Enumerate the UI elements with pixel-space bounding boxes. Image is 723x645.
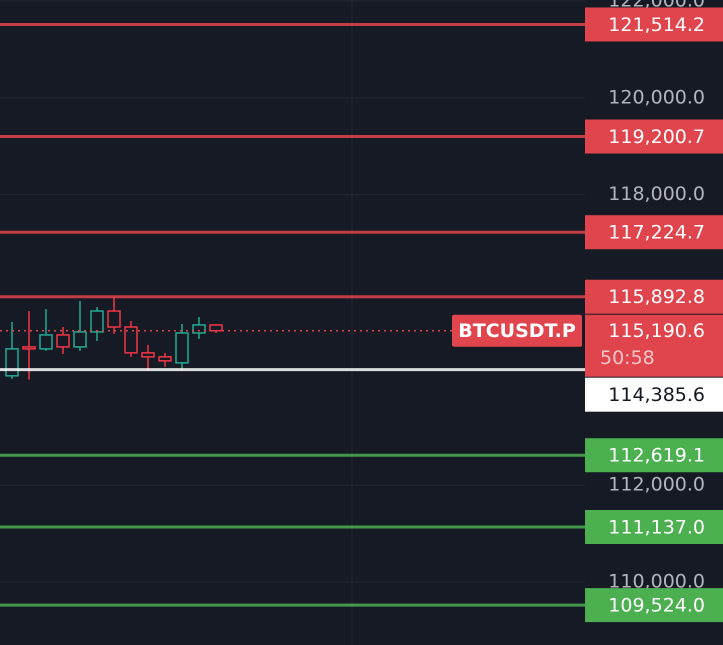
- y-tick-label: 120,000.0: [608, 86, 705, 108]
- candle-body: [39, 334, 53, 350]
- candle-body: [141, 352, 155, 358]
- candle-body: [192, 324, 206, 334]
- candle-body: [107, 310, 121, 328]
- candle-body: [90, 310, 104, 333]
- candle-body: [158, 356, 172, 362]
- level-label-box: [585, 7, 723, 42]
- level-label: 114,385.6: [608, 384, 705, 406]
- candle-body: [22, 346, 36, 350]
- price-box: [585, 314, 723, 377]
- candle-body: [5, 348, 19, 377]
- level-label: 121,514.2: [608, 14, 705, 36]
- level-label: 119,200.7: [608, 126, 705, 148]
- level-label-box: [585, 509, 723, 544]
- y-tick-label: 122,000.0: [608, 0, 705, 11]
- candle-body: [209, 324, 223, 332]
- level-label-box: [585, 119, 723, 154]
- level-label: 115,892.8: [608, 286, 705, 308]
- symbol-box: [452, 314, 582, 347]
- countdown-label: 50:58: [600, 347, 655, 369]
- candle-body: [73, 331, 87, 348]
- y-tick-label: 112,000.0: [608, 474, 705, 496]
- level-label-box: [585, 279, 723, 314]
- level-label-box: [585, 377, 723, 412]
- level-label: 111,137.0: [608, 516, 705, 538]
- y-tick-label: 110,000.0: [608, 571, 705, 593]
- symbol-label: BTCUSDT.P: [458, 320, 576, 342]
- level-label: 117,224.7: [608, 222, 705, 244]
- level-label: 112,619.1: [608, 445, 705, 467]
- level-label-box: [585, 438, 723, 473]
- level-label-box: [585, 215, 723, 250]
- level-label-box: [585, 588, 723, 623]
- y-tick-label: 118,000.0: [608, 183, 705, 205]
- candle-body: [56, 334, 70, 348]
- candle-body: [124, 326, 138, 354]
- level-label: 109,524.0: [608, 595, 705, 617]
- candle-body: [175, 332, 189, 364]
- price-label: 115,190.6: [608, 320, 705, 342]
